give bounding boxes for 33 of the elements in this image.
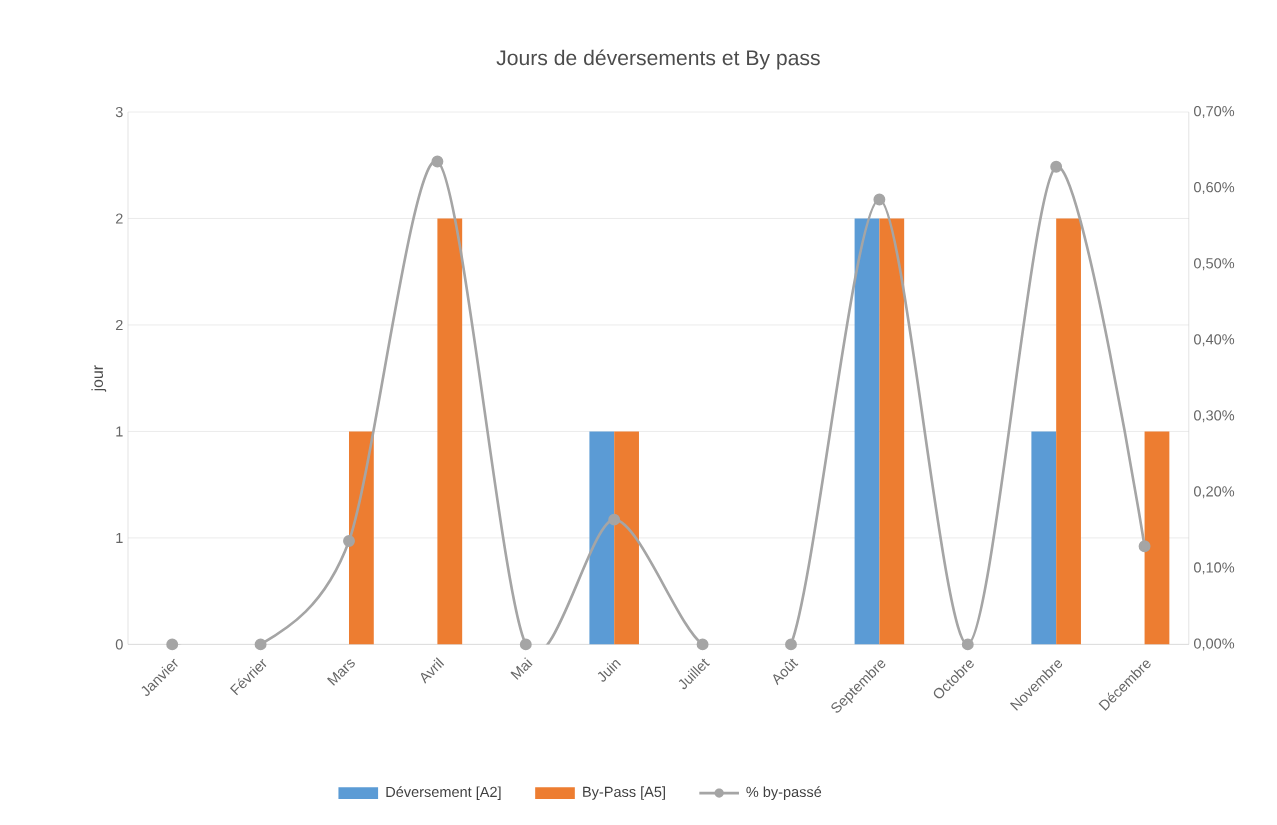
point xyxy=(254,638,267,651)
point xyxy=(1138,540,1151,553)
y2-tick-label: 0,60% xyxy=(1194,182,1235,195)
point xyxy=(961,638,974,651)
y-tick-label: 3 xyxy=(115,106,123,118)
chart-title: Jours de déversements et By pass xyxy=(496,49,820,70)
y2-tick-label: 0,20% xyxy=(1194,486,1235,499)
point xyxy=(873,193,886,206)
point xyxy=(166,638,179,651)
y-tick-label: 2 xyxy=(115,213,123,224)
y2-tick-label: 0,50% xyxy=(1194,258,1235,271)
y2-tick-label: 0,10% xyxy=(1194,562,1235,575)
point xyxy=(431,155,444,168)
legend-label: Déversement [A2] xyxy=(386,786,501,801)
point xyxy=(696,638,709,651)
legend-label: % by-passé xyxy=(746,786,822,801)
point xyxy=(1050,160,1063,173)
legend-label: By-Pass [A5] xyxy=(583,786,665,800)
y-tick-label: 0 xyxy=(115,639,123,650)
y-tick-label: 2 xyxy=(115,320,123,331)
y-tick-label: 1 xyxy=(116,533,123,544)
point xyxy=(519,638,532,651)
y-axis-title: jour xyxy=(91,365,107,392)
x-tick-label: Mai xyxy=(510,657,533,680)
y2-tick-label: 0,70% xyxy=(1194,106,1235,119)
y2-tick-label: 0,40% xyxy=(1194,334,1235,347)
point xyxy=(608,513,621,526)
y2-tick-label: 0,00% xyxy=(1194,638,1235,651)
point xyxy=(343,535,355,547)
y-tick-label: 1 xyxy=(116,426,123,437)
point xyxy=(785,638,797,651)
x-tick-label: Juin xyxy=(597,660,621,682)
y2-tick-label: 0,30% xyxy=(1194,410,1235,423)
